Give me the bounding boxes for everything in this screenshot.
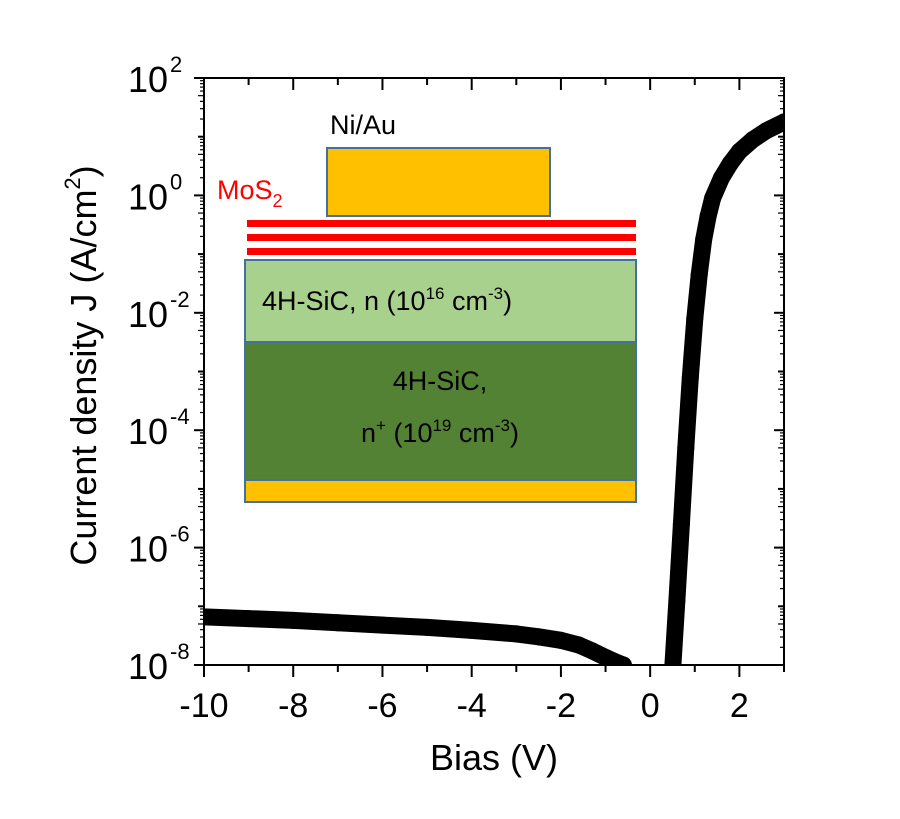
mos2-label: MoS2 (217, 175, 283, 211)
data-point (668, 591, 686, 609)
data-point (507, 625, 525, 643)
y-tick-label: 10 (128, 646, 168, 687)
data-point (418, 618, 436, 636)
data-point (664, 656, 682, 665)
data-point (721, 154, 739, 172)
data-point (744, 131, 762, 149)
plot-frame (203, 77, 785, 666)
data-point (614, 656, 632, 665)
data-point (373, 616, 391, 634)
data-point (284, 611, 302, 629)
y-axis-title: Current density J (A/cm2) (60, 165, 104, 565)
sic-n-label: 4H-SiC, n (1016 cm-3) (262, 284, 512, 316)
y-tick-exponent: -6 (170, 522, 190, 547)
data-series (204, 113, 784, 665)
y-tick-exponent: 0 (170, 169, 182, 194)
y-tick-exponent: -4 (170, 404, 190, 429)
data-point (583, 642, 601, 660)
y-tick-label: 10 (128, 529, 168, 570)
data-point (552, 631, 570, 649)
data-point (681, 368, 699, 386)
mos2-layer-1 (247, 220, 636, 227)
data-point (240, 610, 258, 628)
data-point (530, 628, 548, 646)
ni-au-label: Ni/Au (330, 110, 396, 140)
data-point (713, 169, 731, 187)
data-point (699, 207, 717, 225)
mos2-layer-2 (247, 234, 636, 241)
data-point (570, 636, 588, 654)
data-point (463, 621, 481, 639)
x-axis-title: Bias (V) (430, 737, 558, 778)
x-tick-label: -2 (546, 687, 576, 725)
data-point (730, 142, 748, 160)
data-point (672, 515, 690, 533)
y-tick-label: 10 (128, 294, 168, 335)
x-tick-label: -4 (457, 687, 487, 725)
series-line-forward (664, 113, 784, 665)
y-tick-exponent: -2 (170, 287, 190, 312)
data-point (204, 608, 213, 626)
x-tick-label: -8 (278, 687, 308, 725)
data-point (695, 230, 713, 248)
series-reverse (204, 608, 632, 665)
x-tick-label: -10 (179, 687, 228, 725)
data-point (677, 439, 695, 457)
x-tick-label: 0 (641, 687, 660, 725)
x-tick-label: -6 (367, 687, 397, 725)
y-tick-exponent: -8 (170, 639, 190, 664)
sic-nplus-label-line1: 4H-SiC, (393, 366, 488, 396)
plot-border (203, 77, 785, 666)
y-tick-exponent: 2 (170, 52, 182, 77)
data-point (757, 122, 775, 140)
data-point (329, 614, 347, 632)
data-point (686, 310, 704, 328)
sic-nplus-label-line2: n+ (1019 cm-3) (361, 416, 519, 448)
series-forward (664, 113, 784, 665)
mos2-layer-3 (247, 248, 636, 255)
y-tick-label: 10 (128, 176, 168, 217)
data-point (775, 113, 784, 131)
y-tick-label: 10 (128, 411, 168, 452)
bottom-contact (244, 479, 637, 503)
ni-au-electrode (326, 147, 551, 217)
x-tick-label: 2 (730, 687, 749, 725)
data-point (690, 266, 708, 284)
device-schematic-inset: Ni/Au MoS2 4H-SiC, n (1016 cm-3) 4H-SiC,… (217, 110, 637, 503)
y-tick-label: 10 (128, 59, 168, 100)
sic-nplus-layer (244, 341, 637, 481)
data-point (704, 189, 722, 207)
